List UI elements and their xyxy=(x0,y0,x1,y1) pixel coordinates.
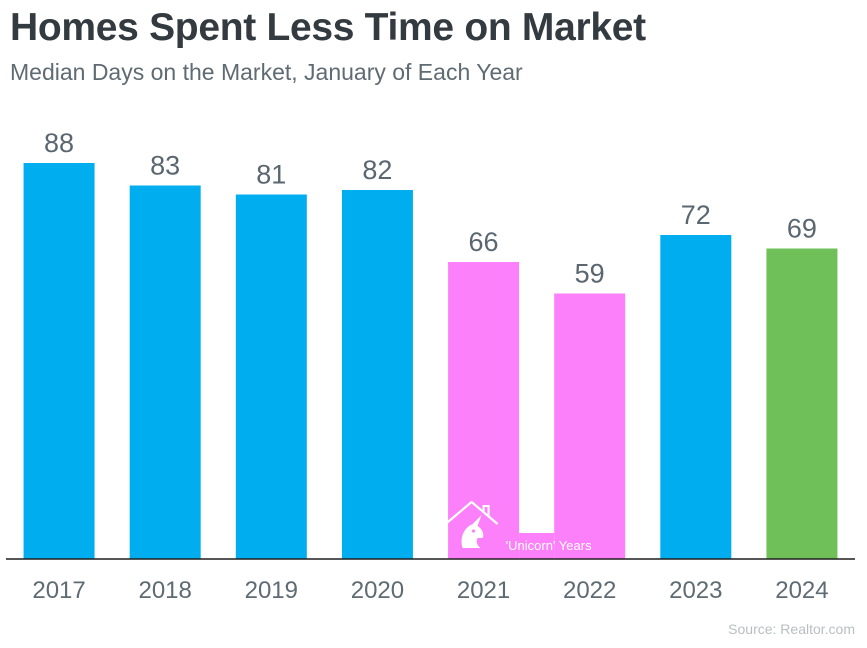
chart-subtitle: Median Days on the Market, January of Ea… xyxy=(10,59,523,85)
bar-2021 xyxy=(448,262,520,559)
data-label-2022: 59 xyxy=(575,259,605,289)
unicorn-house-icon xyxy=(444,500,499,548)
bar-2017 xyxy=(23,163,95,559)
x-tick-label-2019: 2019 xyxy=(245,577,298,604)
bar-2023 xyxy=(660,235,732,559)
bar-2018 xyxy=(129,185,201,559)
bar-2019 xyxy=(235,194,307,559)
bar-2024 xyxy=(766,248,838,559)
x-tick-label-2021: 2021 xyxy=(457,577,510,604)
unicorn-years-annotation: 'Unicorn' Years xyxy=(506,538,592,553)
x-tick-label-2017: 2017 xyxy=(32,577,85,604)
data-label-2019: 81 xyxy=(256,160,286,190)
bar-2020 xyxy=(341,190,413,559)
x-tick-label-2024: 2024 xyxy=(775,577,828,604)
data-label-2024: 69 xyxy=(787,214,817,244)
x-tick-label-2023: 2023 xyxy=(669,577,722,604)
x-tick-label-2022: 2022 xyxy=(563,577,616,604)
chart-title: Homes Spent Less Time on Market xyxy=(10,6,646,49)
data-label-2017: 88 xyxy=(44,128,74,158)
x-tick-label-2020: 2020 xyxy=(351,577,404,604)
source-note: Source: Realtor.com xyxy=(728,621,855,637)
x-tick-label-2018: 2018 xyxy=(138,577,191,604)
unicorn-years-band xyxy=(519,533,555,559)
data-label-2018: 83 xyxy=(150,151,180,181)
data-label-2021: 66 xyxy=(469,227,499,257)
data-label-2020: 82 xyxy=(362,155,392,185)
bar-2022 xyxy=(554,293,626,559)
data-label-2023: 72 xyxy=(681,200,711,230)
